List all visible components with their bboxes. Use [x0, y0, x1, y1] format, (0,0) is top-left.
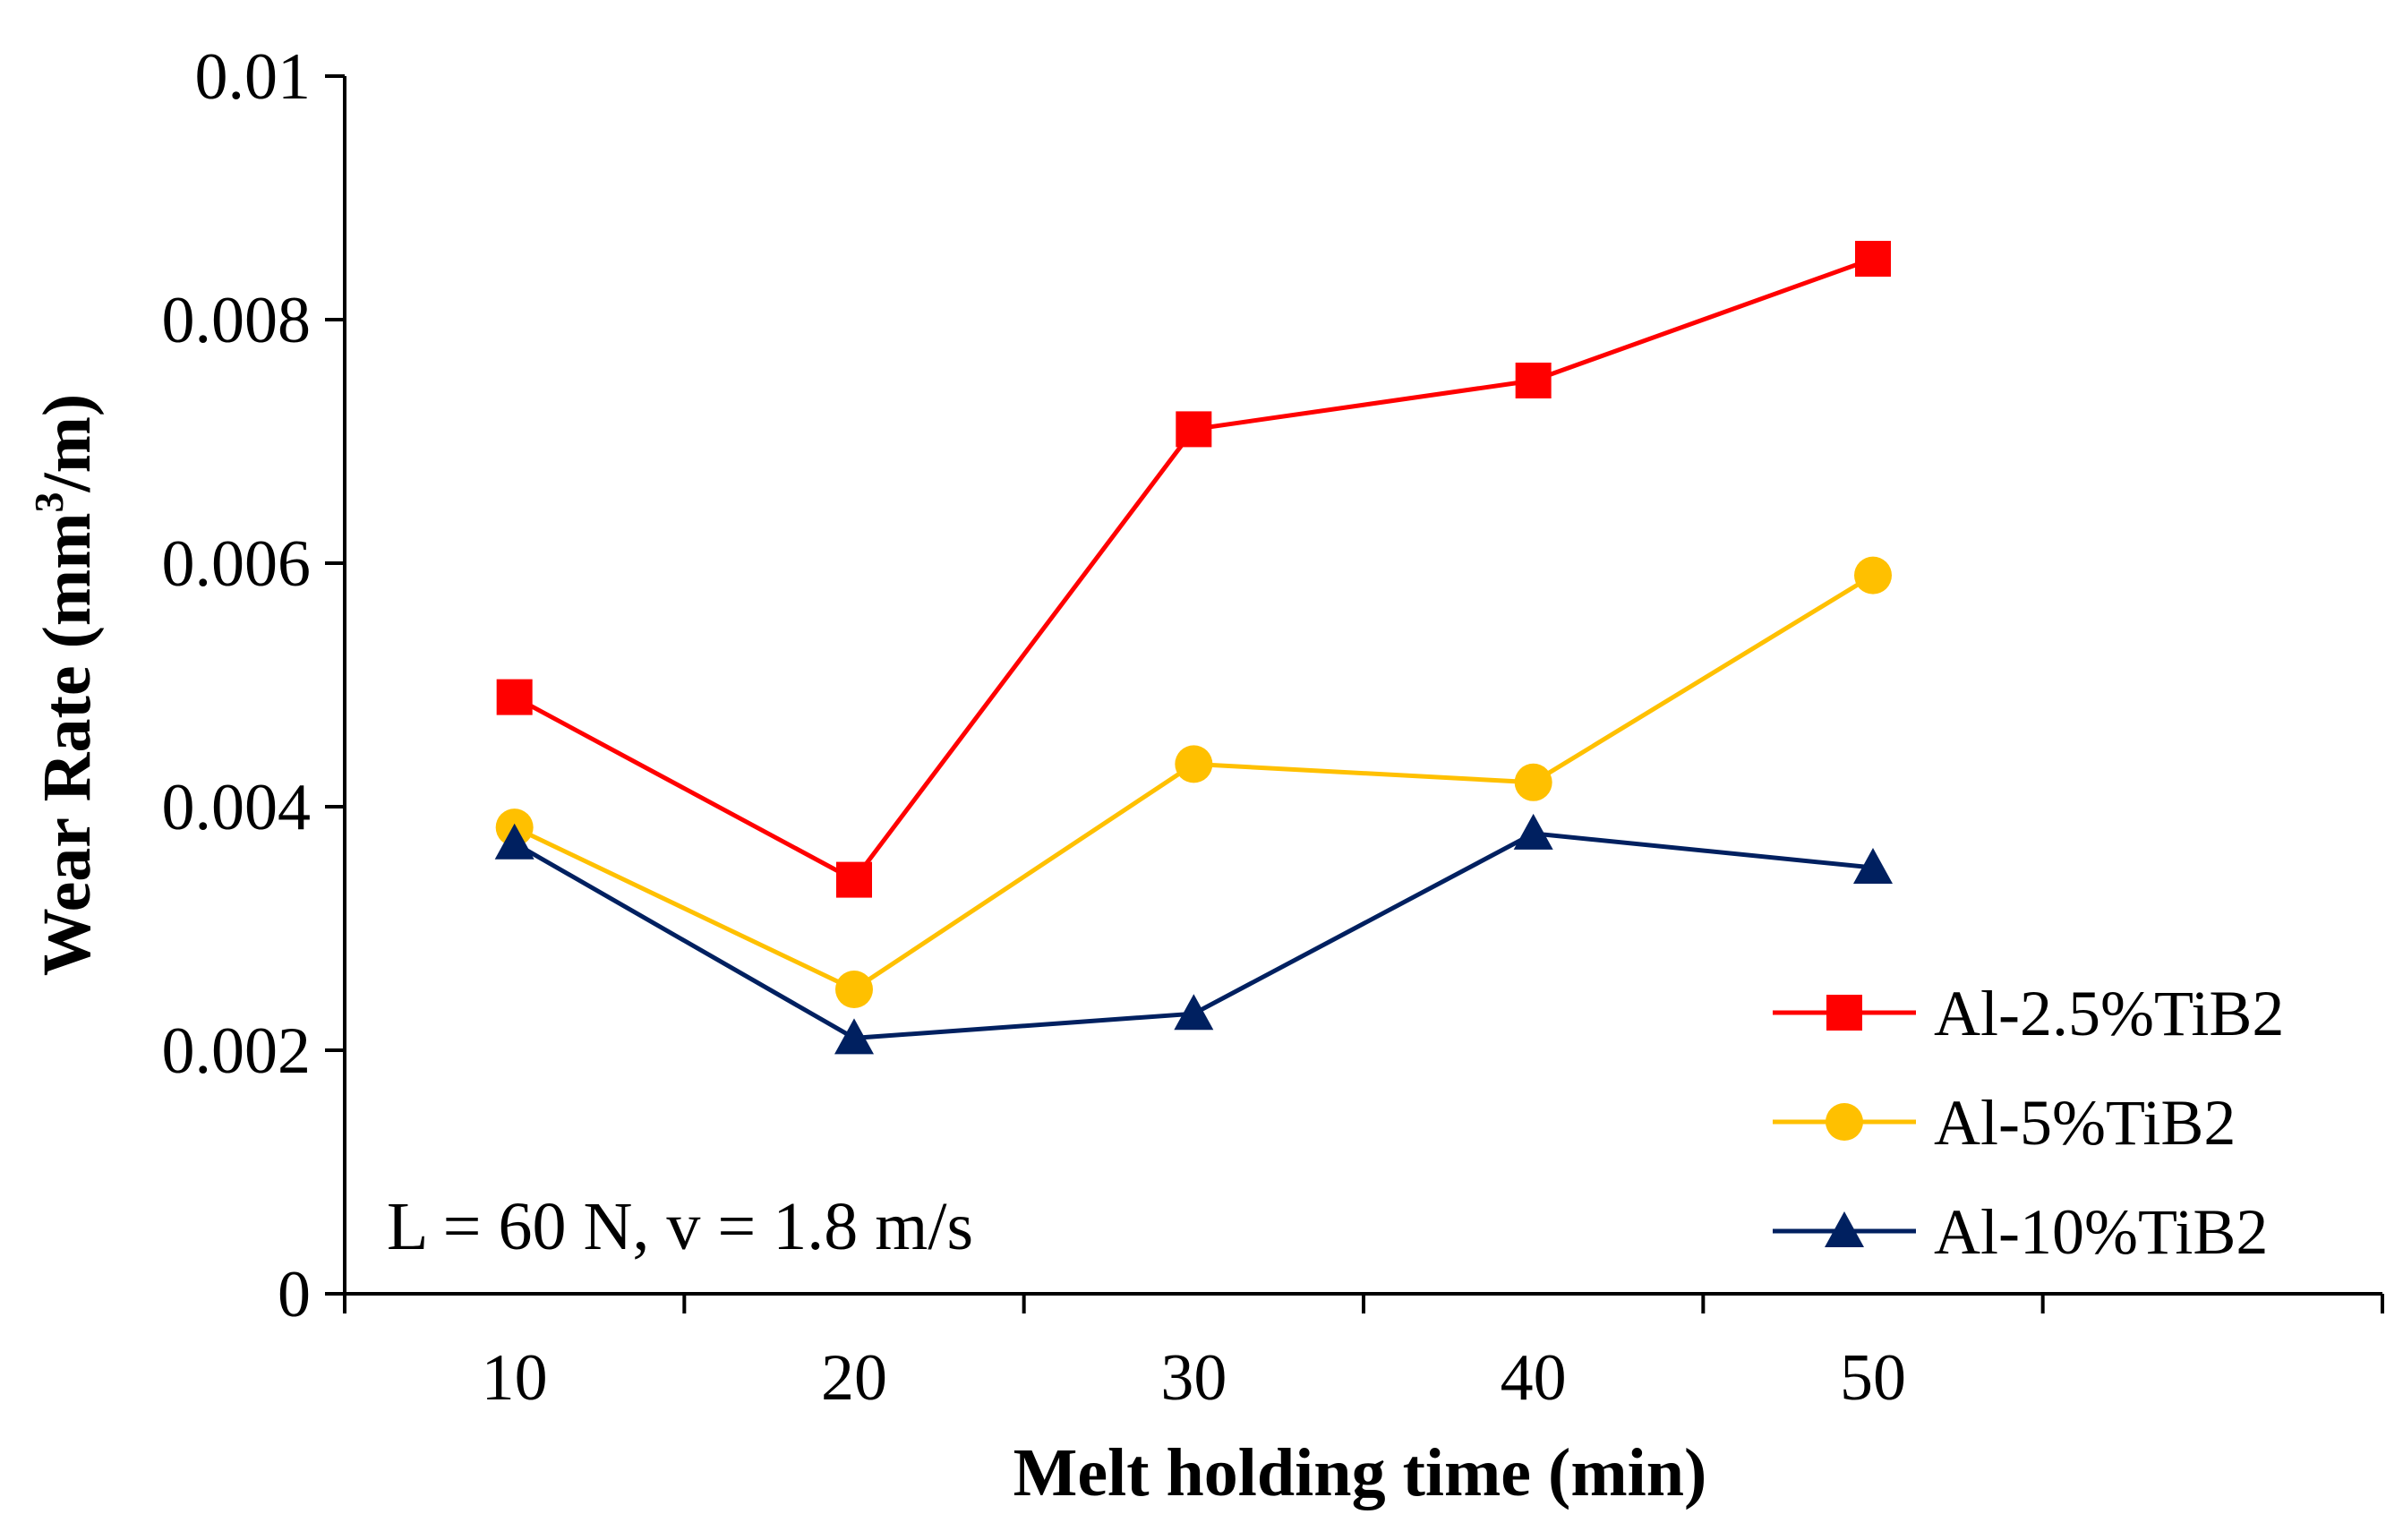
legend: Al-2.5%TiB2 Al-5%TiB2 Al-10%TiB2 — [1773, 978, 2284, 1268]
legend-entry-al-5-tib2: Al-5%TiB2 — [1773, 1087, 2236, 1159]
legend-marker — [1826, 995, 1862, 1031]
data-point-al-2-5-tib2 — [1515, 363, 1552, 398]
y-tick-label: 0.008 — [162, 284, 312, 357]
legend-label: Al-2.5%TiB2 — [1934, 978, 2284, 1049]
data-point-al-10-tib2 — [1174, 994, 1214, 1031]
y-tick-label: 0 — [278, 1258, 311, 1331]
y-ticks: 0 0.002 0.004 0.006 0.008 0.01 — [162, 40, 345, 1331]
data-point-al-2-5-tib2 — [1176, 411, 1212, 448]
y-tick-label: 0.006 — [162, 527, 312, 601]
legend-marker — [1825, 1211, 1864, 1247]
x-tick-label: 20 — [821, 1341, 887, 1415]
series-line-al-2-5-tib2 — [513, 256, 1874, 883]
x-ticks: 10 20 30 40 50 — [343, 1294, 2384, 1415]
y-tick-label: 0.002 — [162, 1014, 312, 1088]
series-al-10-tib2 — [494, 813, 1893, 1055]
data-point-al-10-tib2 — [1853, 848, 1893, 884]
series-al-5-tib2 — [495, 556, 1892, 1008]
data-point-al-5-tib2 — [835, 971, 873, 1008]
y-axis-title-main: Wear Rate (mm — [30, 512, 105, 976]
x-tick-label: 30 — [1160, 1341, 1227, 1415]
data-point-al-5-tib2 — [1854, 556, 1892, 595]
x-axis-title: Melt holding time (min) — [1013, 1435, 1707, 1510]
data-point-al-5-tib2 — [1514, 763, 1552, 801]
x-tick-label: 40 — [1501, 1341, 1567, 1415]
legend-label: Al-10%TiB2 — [1934, 1196, 2268, 1268]
y-axis-title-sup: 3 — [26, 492, 72, 512]
y-tick-label: 0.004 — [162, 771, 312, 844]
legend-label: Al-5%TiB2 — [1934, 1087, 2236, 1159]
data-point-al-10-tib2 — [834, 1018, 874, 1055]
series-al-2-5-tib2 — [496, 241, 1891, 898]
legend-marker — [1826, 1103, 1863, 1141]
y-axis-title-end: /m) — [30, 394, 105, 493]
data-point-al-10-tib2 — [1513, 813, 1553, 850]
series-layer — [494, 241, 1893, 1055]
data-point-al-5-tib2 — [1175, 745, 1213, 783]
data-point-al-2-5-tib2 — [1855, 241, 1891, 277]
legend-entry-al-10-tib2: Al-10%TiB2 — [1773, 1196, 2268, 1268]
data-point-al-2-5-tib2 — [836, 861, 872, 898]
legend-entry-al-2-5-tib2: Al-2.5%TiB2 — [1773, 978, 2284, 1049]
data-point-al-2-5-tib2 — [496, 679, 533, 715]
data-point-al-10-tib2 — [494, 823, 534, 860]
x-tick-label: 10 — [482, 1341, 548, 1415]
condition-annotation: L = 60 N, v = 1.8 m/s — [387, 1189, 973, 1264]
y-axis-title: Wear Rate (mm3/m) — [26, 394, 105, 976]
y-tick-label: 0.01 — [195, 40, 312, 114]
x-tick-label: 50 — [1840, 1341, 1906, 1415]
